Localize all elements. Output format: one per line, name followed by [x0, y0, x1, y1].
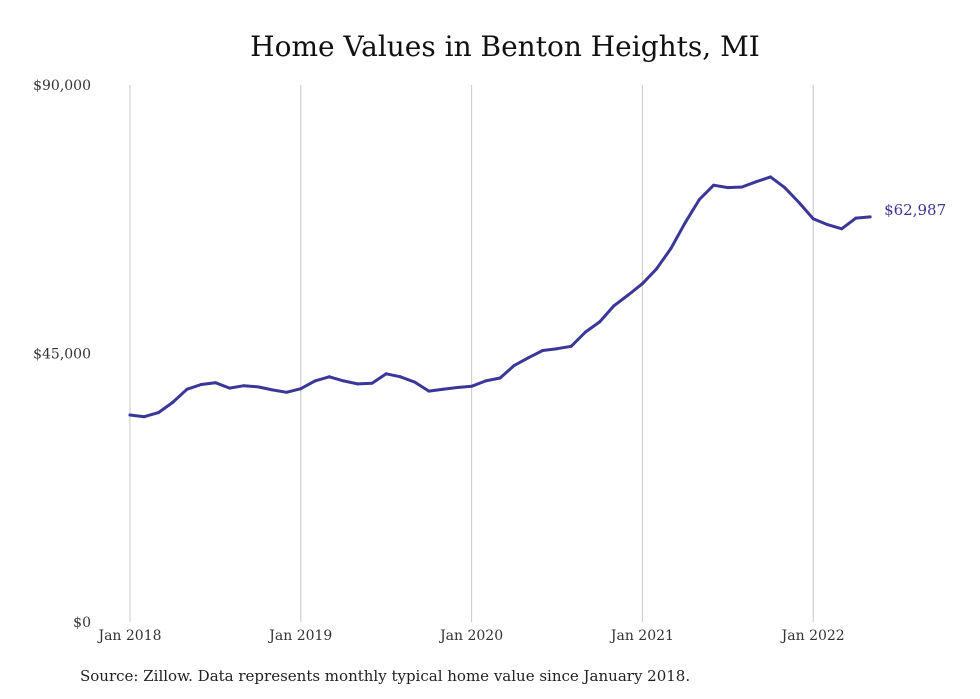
data-point-38 [669, 247, 673, 250]
data-point-31 [569, 344, 573, 348]
y-tick-label-1: $45,000 [33, 347, 91, 363]
data-point-43 [740, 185, 744, 189]
x-tick-label-4: Jan 2022 [780, 628, 845, 644]
gridlines [129, 85, 814, 622]
data-point-36 [640, 282, 644, 286]
x-tick-label-0: Jan 2018 [96, 628, 161, 644]
data-point-25 [484, 379, 488, 383]
x-axis-ticks: Jan 2018 Jan 2019 Jan 2020 Jan 2021 Jan 2022 [96, 628, 844, 644]
y-tick-label-2: $90,000 [33, 78, 91, 94]
data-point-34 [612, 304, 616, 308]
data-point-40 [697, 198, 701, 202]
data-point-39 [683, 221, 687, 225]
data-point-24 [470, 384, 474, 388]
x-tick-label-2: Jan 2020 [438, 628, 503, 644]
data-point-44 [754, 180, 758, 184]
data-point-47 [797, 201, 801, 204]
data-point-26 [498, 376, 502, 380]
data-point-29 [541, 349, 545, 352]
data-point-1 [142, 415, 146, 419]
series-layer [128, 175, 872, 419]
data-point-37 [655, 267, 659, 271]
data-point-9 [256, 385, 260, 389]
data-point-22 [441, 387, 445, 391]
data-point-6 [213, 381, 217, 385]
data-point-16 [356, 382, 360, 386]
data-point-8 [242, 384, 246, 388]
data-point-49 [825, 223, 829, 227]
data-point-35 [626, 293, 630, 297]
data-point-50 [840, 227, 844, 231]
data-point-27 [512, 363, 516, 367]
data-point-46 [783, 186, 787, 190]
data-point-11 [285, 390, 289, 394]
data-point-42 [726, 186, 730, 190]
data-point-33 [598, 320, 602, 324]
data-point-13 [313, 379, 317, 383]
data-point-18 [384, 372, 388, 376]
data-point-32 [584, 330, 587, 334]
data-point-21 [427, 389, 431, 393]
data-point-45 [769, 175, 772, 179]
data-point-48 [811, 217, 815, 221]
data-point-14 [327, 375, 331, 379]
data-point-0 [128, 413, 132, 417]
data-point-15 [342, 379, 345, 383]
data-point-51 [854, 216, 858, 220]
data-point-4 [185, 387, 189, 391]
data-point-41 [712, 183, 716, 187]
data-point-2 [157, 411, 160, 415]
x-tick-label-1: Jan 2019 [267, 628, 332, 644]
data-point-19 [398, 375, 402, 379]
series-line-0 [128, 175, 872, 419]
data-point-10 [270, 388, 274, 392]
data-point-52 [868, 215, 872, 219]
data-point-23 [455, 386, 459, 389]
data-point-20 [413, 380, 417, 384]
x-tick-label-3: Jan 2021 [609, 628, 674, 644]
end-value-label: $62,987 [884, 201, 946, 219]
y-axis-ticks: $0 $45,000 $90,000 [33, 78, 91, 631]
chart-title: Home Values in Benton Heights, MI [250, 30, 760, 63]
data-point-5 [199, 383, 203, 386]
data-point-17 [370, 381, 374, 385]
source-note: Source: Zillow. Data represents monthly … [80, 667, 691, 685]
data-point-30 [555, 347, 559, 351]
data-point-3 [171, 400, 175, 404]
y-tick-label-0: $0 [73, 615, 91, 631]
data-point-12 [299, 387, 303, 391]
data-point-7 [228, 386, 232, 390]
data-point-28 [527, 356, 530, 360]
